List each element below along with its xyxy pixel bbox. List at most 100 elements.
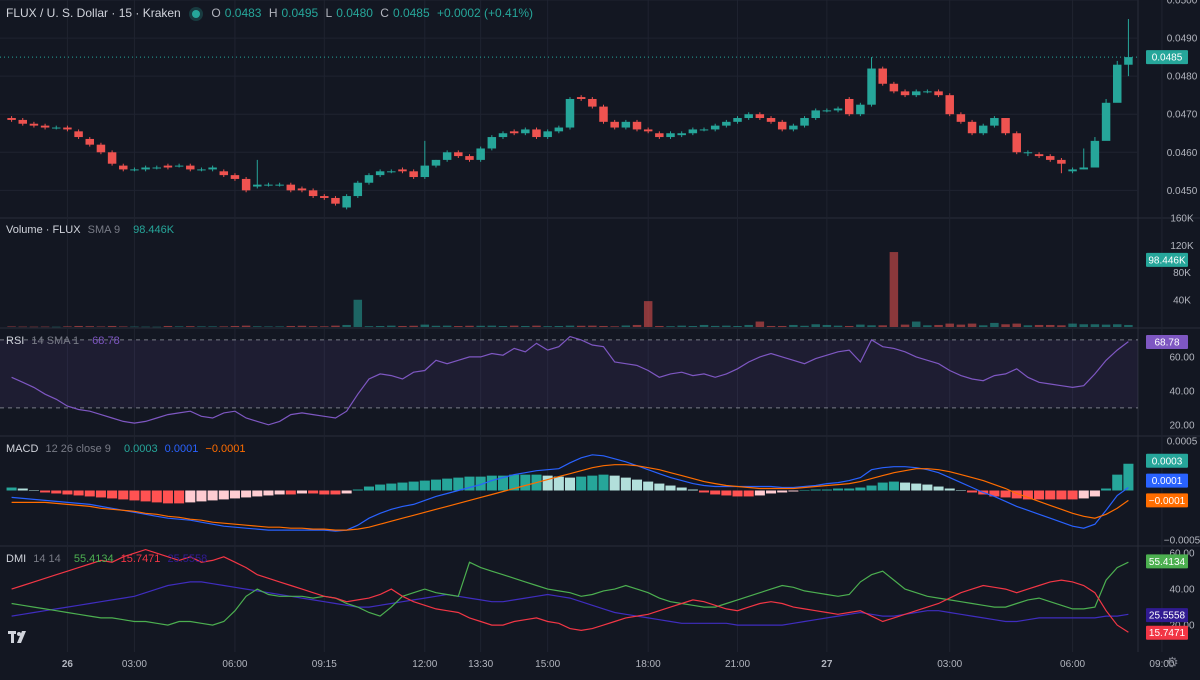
volume-bar xyxy=(978,325,988,327)
volume-bar xyxy=(40,326,50,328)
macd-histogram-bar xyxy=(754,490,765,496)
macd-histogram-bar xyxy=(363,486,374,491)
dmi-pane[interactable] xyxy=(11,548,1129,633)
low-value: 0.0480 xyxy=(336,6,373,20)
volume-bar xyxy=(18,326,27,328)
rsi-value-tag-bg xyxy=(1146,334,1188,349)
volume-bar xyxy=(141,326,150,328)
price-tick-label: 0.0480 xyxy=(1167,72,1198,83)
candle-body xyxy=(141,167,150,170)
macd-pane[interactable] xyxy=(6,454,1134,532)
macd-line-value: 0.0001 xyxy=(164,443,199,455)
volume-bar xyxy=(699,324,709,327)
macd-params: 12 26 close 9 xyxy=(45,443,111,455)
macd-histogram-bar xyxy=(944,488,955,491)
candle-body xyxy=(811,110,820,119)
macd-histogram-bar xyxy=(1011,490,1022,499)
macd-histogram-bar xyxy=(643,481,654,491)
candle-body xyxy=(565,98,575,128)
volume-bar xyxy=(744,324,753,327)
macd-histogram-bar xyxy=(341,490,352,494)
candle-body xyxy=(688,129,698,134)
volume-bar xyxy=(230,325,240,327)
volume-bar xyxy=(923,325,932,327)
volume-bar xyxy=(431,325,441,327)
dmi-adx-tag-bg xyxy=(1146,608,1188,623)
candle-body xyxy=(878,68,887,84)
time-tick-label: 26 xyxy=(62,659,74,670)
volume-bar xyxy=(655,325,664,327)
volume-bar xyxy=(532,325,541,327)
macd-histogram-bar xyxy=(1034,490,1045,500)
volume-bar xyxy=(85,326,95,327)
change-value: +0.0002 (+0.41%) xyxy=(436,6,534,20)
macd-histogram-bar xyxy=(620,477,631,491)
time-tick-label: 09:00 xyxy=(1149,659,1174,670)
candle-body xyxy=(800,118,809,126)
macd-histogram-bar xyxy=(95,490,106,498)
candle-body xyxy=(286,184,296,191)
volume-bar xyxy=(1001,324,1010,327)
macd-histogram-bar xyxy=(1078,490,1089,499)
time-tick-label: 27 xyxy=(821,659,833,670)
volume-bar xyxy=(52,326,61,328)
macd-histogram-bar xyxy=(542,475,553,491)
macd-histogram-bar xyxy=(129,490,140,501)
gear-icon[interactable]: ⚙ xyxy=(1166,654,1179,670)
volume-bar xyxy=(1012,323,1021,327)
macd-histogram-bar xyxy=(17,488,28,491)
candle-body xyxy=(85,138,95,145)
dmi-adx-line xyxy=(11,581,1129,626)
volume-bar xyxy=(96,326,106,327)
candle-body xyxy=(990,118,999,126)
candle-body xyxy=(677,133,686,136)
volume-bar xyxy=(320,326,329,327)
macd-histogram-bar xyxy=(196,490,207,502)
macd-histogram-bar xyxy=(252,490,263,497)
tradingview-logo-icon[interactable] xyxy=(8,630,30,651)
time-axis[interactable]: 26 03:00 06:00 09:15 12:00 13:30 15:00 18:00 21:… xyxy=(62,659,1175,670)
volume-bar xyxy=(1113,324,1122,327)
volume-tick-label: 80K xyxy=(1173,268,1191,279)
candle-body xyxy=(911,91,921,96)
time-tick-label: 18:00 xyxy=(636,659,661,670)
candle-body xyxy=(744,114,753,119)
volume-bar xyxy=(465,325,474,327)
candle-body xyxy=(107,152,117,164)
macd-histogram-bar xyxy=(564,477,576,491)
macd-histogram-bar xyxy=(933,486,944,491)
price-pane[interactable] xyxy=(0,19,1138,210)
volume-bar xyxy=(264,326,273,327)
volume-pane[interactable] xyxy=(7,252,1133,328)
dmi-plus-tag: 55.4134 xyxy=(1149,557,1186,568)
candle-body xyxy=(1079,167,1088,170)
macd-histogram-bar xyxy=(151,490,162,503)
candle-body xyxy=(599,106,608,122)
volume-bar xyxy=(63,326,72,327)
rsi-pane[interactable] xyxy=(0,335,1138,426)
low-label: L xyxy=(325,6,333,20)
candle-body xyxy=(588,98,597,107)
macd-histogram-bar xyxy=(687,489,698,491)
volume-bar xyxy=(844,325,854,327)
macd-histogram-bar xyxy=(218,490,229,500)
candle-body xyxy=(1090,140,1100,168)
volume-bar xyxy=(186,326,195,327)
volume-bar xyxy=(476,325,485,327)
volume-bar xyxy=(800,325,809,327)
price-axis[interactable]: 0.0500 0.0490 0.0480 0.0470 0.0460 0.0450 0.04… xyxy=(1146,0,1200,640)
volume-bar xyxy=(688,325,698,327)
candle-body xyxy=(431,159,441,166)
price-tick-label: 0.0490 xyxy=(1167,34,1198,45)
macd-histogram-bar xyxy=(721,490,732,496)
macd-label: MACD xyxy=(6,443,39,455)
macd-signal-tag: −0.0001 xyxy=(1149,496,1186,507)
macd-histogram-bar xyxy=(743,490,754,497)
macd-histogram-bar xyxy=(587,475,598,491)
dmi-plus-value: 55.4134 xyxy=(73,553,114,565)
candle-body xyxy=(956,114,966,122)
candle-body xyxy=(297,188,307,191)
candle-body xyxy=(632,121,642,130)
